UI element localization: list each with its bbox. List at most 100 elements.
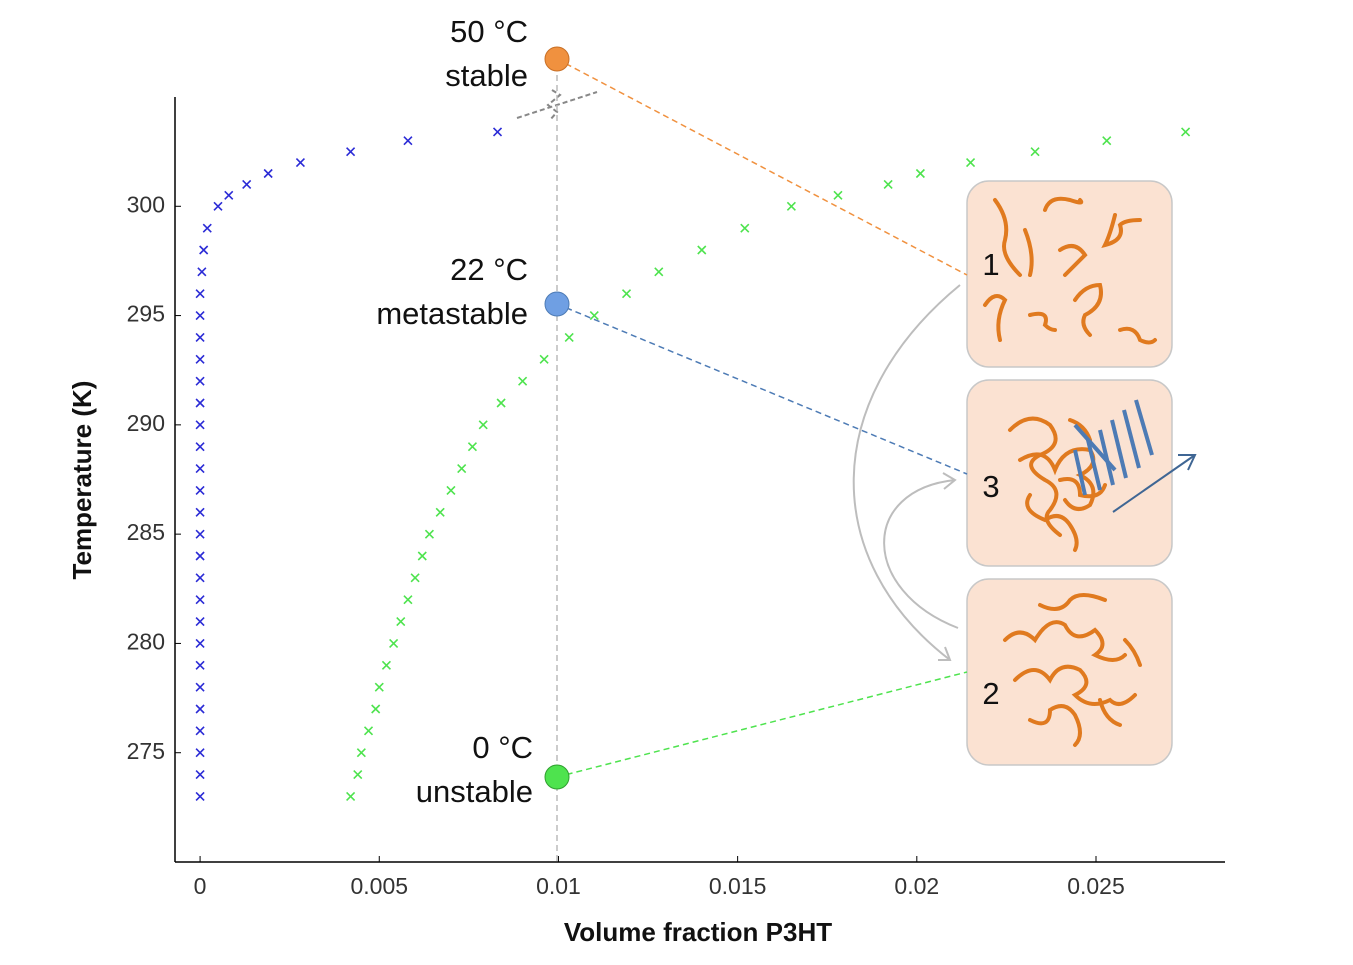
point [195, 638, 205, 648]
panel-box [966, 379, 1173, 567]
state-marker [544, 46, 570, 72]
point [965, 158, 976, 168]
point [381, 660, 391, 670]
point [446, 485, 456, 495]
point [697, 245, 707, 255]
y-tick-label: 285 [127, 519, 165, 545]
y-tick-label: 300 [127, 191, 165, 217]
x-tick-label: 0.01 [536, 873, 581, 899]
annotation: unstable [416, 774, 533, 809]
point [195, 791, 205, 801]
point [1030, 147, 1040, 157]
growth-arrow [1112, 454, 1197, 513]
point [195, 660, 205, 670]
point [435, 507, 445, 517]
point [195, 726, 205, 736]
annotation: stable [445, 58, 528, 93]
state-marker [544, 291, 570, 317]
point [195, 748, 205, 758]
point [195, 551, 205, 561]
point [195, 595, 205, 605]
panel-label: 3 [982, 469, 999, 504]
point [195, 289, 205, 299]
x-axis-label: Volume fraction P3HT [564, 917, 832, 947]
x-tick-label: 0.025 [1067, 873, 1125, 899]
y-tick-label: 280 [127, 629, 165, 655]
point [213, 201, 223, 211]
point [396, 617, 406, 627]
point [202, 223, 212, 233]
point [195, 485, 205, 495]
chains-dissolved [983, 196, 1157, 345]
point [195, 682, 205, 692]
point [467, 442, 478, 452]
x-tick-label: 0.02 [894, 873, 939, 899]
x-tick-label: 0 [194, 873, 207, 899]
point [654, 267, 664, 277]
point [518, 376, 528, 386]
annotation: metastable [376, 296, 528, 331]
point [195, 376, 205, 386]
x-tick-label: 0.015 [709, 873, 767, 899]
point [915, 168, 925, 179]
panel-label: 2 [982, 676, 999, 711]
y-tick-label: 295 [127, 301, 165, 327]
point [1102, 136, 1112, 146]
point [197, 267, 207, 277]
state-marker [544, 764, 570, 790]
panels [852, 180, 1197, 766]
point [389, 638, 399, 648]
point [224, 190, 234, 200]
point [353, 770, 363, 780]
point [539, 354, 549, 364]
point [740, 223, 750, 233]
point [263, 168, 273, 179]
point [195, 442, 205, 452]
point [195, 617, 205, 627]
point [457, 464, 467, 474]
point [417, 551, 427, 561]
panel-box [966, 578, 1173, 766]
annotation: 0 °C [472, 730, 533, 765]
annotation: 50 °C [450, 14, 528, 49]
y-tick-label: 290 [127, 410, 165, 436]
point [371, 704, 381, 714]
point [363, 726, 374, 736]
point [199, 245, 209, 255]
point [195, 507, 205, 517]
panel-label: 1 [982, 247, 999, 282]
point [492, 127, 503, 137]
x-tick-label: 0.005 [350, 873, 408, 899]
point [478, 420, 488, 430]
point [589, 311, 599, 321]
point [195, 311, 205, 321]
connectors [556, 58, 968, 778]
point [496, 398, 506, 408]
point [195, 573, 205, 583]
point [295, 158, 305, 168]
point [621, 289, 632, 299]
point [410, 573, 420, 583]
point [195, 770, 205, 780]
point [195, 332, 205, 342]
point [403, 136, 413, 146]
point [786, 201, 796, 211]
y-axis-label: Temperature (K) [67, 381, 97, 580]
point [374, 682, 384, 692]
point [195, 464, 205, 474]
annotation: 22 °C [450, 252, 528, 287]
point [195, 529, 205, 539]
crystal-stripes [1073, 399, 1154, 496]
transition-arrows [852, 284, 961, 661]
point [195, 420, 205, 430]
point [195, 398, 205, 408]
point [195, 704, 205, 714]
point [424, 529, 435, 539]
point [833, 190, 843, 200]
point [403, 595, 413, 605]
point [242, 179, 252, 189]
y-tick-label: 275 [127, 738, 165, 764]
point [356, 748, 366, 758]
point [195, 354, 205, 364]
